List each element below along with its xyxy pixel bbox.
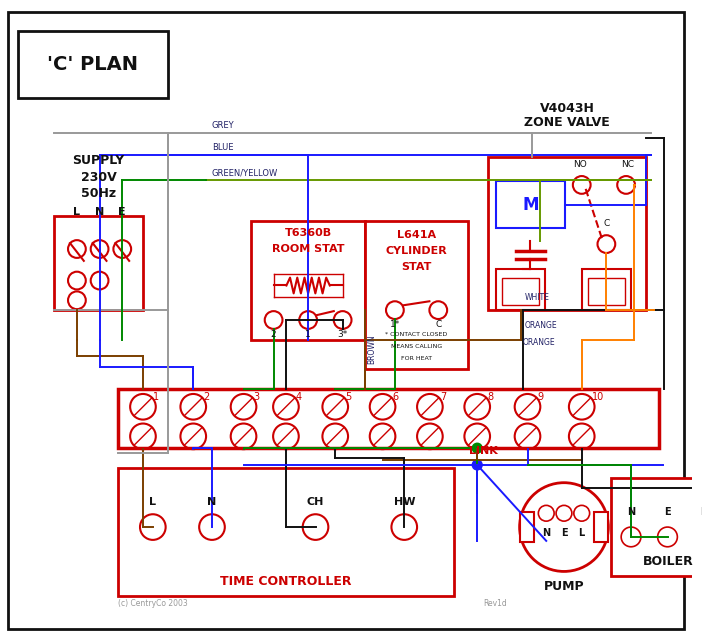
Text: N: N — [95, 206, 104, 217]
Text: NO: NO — [573, 160, 587, 169]
Circle shape — [472, 460, 482, 470]
Text: N: N — [627, 507, 635, 517]
Text: MEANS CALLING: MEANS CALLING — [391, 344, 442, 349]
Text: T6360B: T6360B — [284, 228, 331, 238]
FancyBboxPatch shape — [488, 157, 646, 310]
Text: GREEN/YELLOW: GREEN/YELLOW — [212, 168, 278, 177]
Text: E: E — [664, 507, 671, 517]
Text: L641A: L641A — [397, 230, 436, 240]
Text: 50Hz: 50Hz — [81, 187, 116, 200]
Text: 5: 5 — [345, 392, 351, 402]
Text: E: E — [561, 528, 567, 538]
Text: BROWN: BROWN — [366, 335, 376, 364]
Text: 4: 4 — [296, 392, 302, 402]
Text: L: L — [700, 507, 702, 517]
FancyBboxPatch shape — [251, 221, 365, 340]
Text: 9: 9 — [537, 392, 543, 402]
Text: WHITE: WHITE — [524, 294, 550, 303]
Text: BOILER: BOILER — [642, 555, 694, 568]
FancyBboxPatch shape — [119, 468, 453, 596]
FancyBboxPatch shape — [502, 278, 539, 305]
Text: E: E — [119, 206, 126, 217]
FancyBboxPatch shape — [119, 389, 658, 448]
Text: M: M — [522, 196, 538, 213]
Text: C: C — [603, 219, 609, 228]
Text: SUPPLY: SUPPLY — [72, 154, 125, 167]
Text: CYLINDER: CYLINDER — [385, 246, 447, 256]
Text: ORANGE: ORANGE — [524, 321, 557, 330]
Text: ORANGE: ORANGE — [522, 338, 555, 347]
Text: Rev1d: Rev1d — [483, 599, 507, 608]
Text: ZONE VALVE: ZONE VALVE — [524, 116, 610, 129]
Text: 6: 6 — [392, 392, 399, 402]
FancyBboxPatch shape — [365, 221, 468, 369]
FancyBboxPatch shape — [496, 269, 545, 310]
FancyBboxPatch shape — [54, 217, 143, 310]
Text: V4043H: V4043H — [540, 101, 595, 115]
Text: N: N — [207, 497, 217, 508]
Text: C: C — [435, 320, 442, 329]
Text: 2: 2 — [271, 330, 277, 339]
Text: 8: 8 — [487, 392, 494, 402]
Text: 2: 2 — [203, 392, 209, 402]
Text: 10: 10 — [592, 392, 604, 402]
Text: 230V: 230V — [81, 171, 117, 183]
Text: ROOM STAT: ROOM STAT — [272, 244, 345, 254]
Text: * CONTACT CLOSED: * CONTACT CLOSED — [385, 332, 448, 337]
Text: CH: CH — [307, 497, 324, 508]
Text: 1: 1 — [153, 392, 159, 402]
FancyBboxPatch shape — [588, 278, 625, 305]
Text: PUMP: PUMP — [543, 579, 584, 593]
Text: FOR HEAT: FOR HEAT — [401, 356, 432, 361]
FancyBboxPatch shape — [611, 478, 702, 576]
Text: L: L — [578, 528, 585, 538]
FancyBboxPatch shape — [519, 512, 534, 542]
FancyBboxPatch shape — [594, 512, 609, 542]
FancyBboxPatch shape — [582, 269, 631, 310]
Circle shape — [472, 444, 482, 453]
Text: STAT: STAT — [402, 262, 432, 272]
Text: 1: 1 — [305, 330, 311, 339]
FancyBboxPatch shape — [8, 12, 684, 629]
Text: 3*: 3* — [338, 330, 347, 339]
Text: (c) CentryCo 2003: (c) CentryCo 2003 — [119, 599, 188, 608]
Text: GREY: GREY — [212, 121, 234, 129]
Text: L: L — [150, 497, 157, 508]
Text: N: N — [542, 528, 550, 538]
Text: BLUE: BLUE — [212, 144, 234, 153]
Text: 7: 7 — [439, 392, 446, 402]
Text: 3: 3 — [253, 392, 260, 402]
FancyBboxPatch shape — [18, 31, 168, 98]
Text: 1*: 1* — [390, 320, 400, 329]
FancyBboxPatch shape — [496, 181, 565, 228]
Text: HW: HW — [394, 497, 415, 508]
Text: LINK: LINK — [469, 446, 498, 456]
Text: L: L — [74, 206, 81, 217]
Text: NC: NC — [621, 160, 635, 169]
Text: 'C' PLAN: 'C' PLAN — [47, 55, 138, 74]
Text: TIME CONTROLLER: TIME CONTROLLER — [220, 575, 352, 588]
